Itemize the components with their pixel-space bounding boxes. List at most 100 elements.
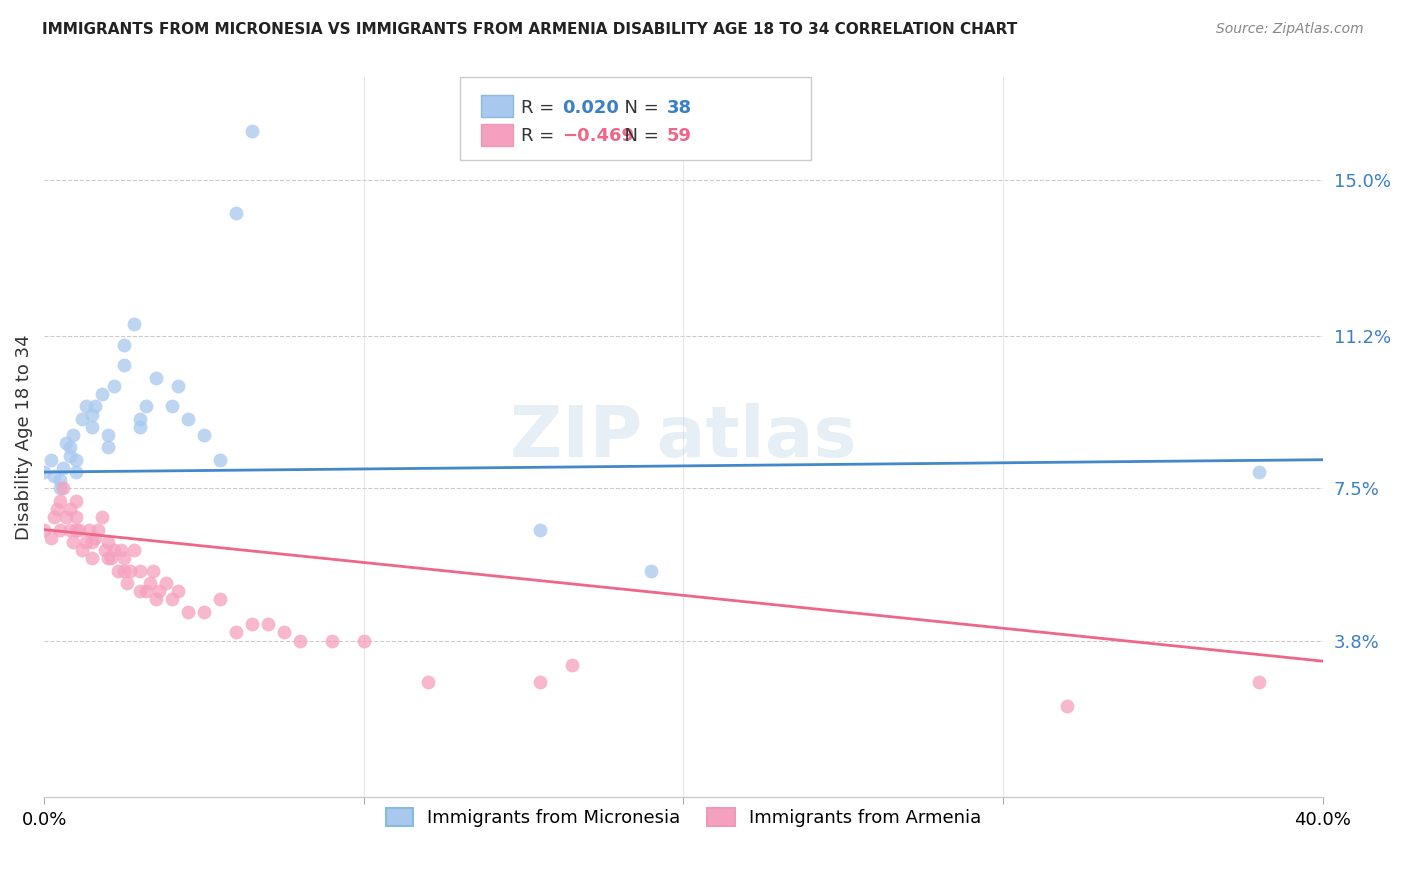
Y-axis label: Disability Age 18 to 34: Disability Age 18 to 34 (15, 334, 32, 540)
Point (138, 576, 160, 591)
Point (84, 399, 107, 413)
Point (94, 543, 117, 558)
FancyBboxPatch shape (460, 78, 811, 161)
Point (84, 531, 107, 545)
Point (148, 584, 170, 599)
Point (62, 428, 84, 442)
Point (122, 317, 145, 331)
Point (240, 124, 263, 138)
Point (112, 551, 135, 566)
Text: 0.020: 0.020 (562, 99, 619, 117)
Point (321, 633, 343, 648)
Text: ZIP atlas: ZIP atlas (510, 402, 856, 472)
FancyBboxPatch shape (481, 95, 513, 117)
Point (32, 523, 55, 537)
Legend: Immigrants from Micronesia, Immigrants from Armenia: Immigrants from Micronesia, Immigrants f… (378, 801, 988, 835)
Point (87, 523, 110, 537)
Point (42, 510, 65, 524)
Point (59, 502, 82, 516)
Point (145, 592, 167, 607)
Point (52, 482, 75, 496)
Point (112, 337, 135, 351)
Point (75, 399, 97, 413)
Point (529, 523, 551, 537)
Point (72, 543, 94, 558)
Text: R =: R = (522, 99, 560, 117)
Point (257, 617, 280, 632)
Point (135, 584, 157, 599)
FancyBboxPatch shape (481, 124, 513, 145)
Point (39, 531, 62, 545)
Point (167, 584, 190, 599)
Text: −0.469: −0.469 (562, 128, 634, 145)
Point (67, 523, 90, 537)
Point (97, 551, 120, 566)
Point (112, 564, 135, 578)
Point (80, 551, 103, 566)
Point (1247, 674, 1270, 689)
Point (65, 493, 87, 508)
Point (110, 543, 132, 558)
Point (640, 564, 662, 578)
Point (42, 469, 65, 483)
Point (49, 473, 72, 487)
Point (80, 420, 103, 434)
Point (65, 452, 87, 467)
Point (75, 535, 97, 549)
Point (49, 493, 72, 508)
Point (55, 436, 77, 450)
Point (32, 465, 55, 479)
Point (240, 617, 263, 632)
Point (129, 564, 152, 578)
Point (52, 461, 75, 475)
Point (129, 420, 152, 434)
Text: N =: N = (613, 128, 665, 145)
Point (49, 523, 72, 537)
Point (112, 358, 135, 372)
Point (103, 543, 125, 558)
Point (62, 535, 84, 549)
Point (155, 576, 177, 591)
Text: N =: N = (613, 99, 665, 117)
Point (80, 408, 103, 422)
Point (273, 625, 295, 640)
Point (45, 502, 67, 516)
Point (39, 452, 62, 467)
Point (1247, 465, 1270, 479)
Text: IMMIGRANTS FROM MICRONESIA VS IMMIGRANTS FROM ARMENIA DISABILITY AGE 18 TO 34 CO: IMMIGRANTS FROM MICRONESIA VS IMMIGRANTS… (42, 22, 1018, 37)
Point (167, 378, 190, 392)
Point (77, 523, 100, 537)
Point (65, 465, 87, 479)
Point (160, 399, 183, 413)
Point (97, 441, 120, 455)
Point (177, 411, 200, 425)
Point (288, 633, 311, 648)
Point (59, 449, 82, 463)
Point (115, 576, 138, 591)
Point (107, 564, 129, 578)
Point (193, 605, 215, 619)
Point (55, 510, 77, 524)
Point (208, 452, 231, 467)
Point (97, 428, 120, 442)
Point (80, 535, 103, 549)
Point (120, 564, 142, 578)
Point (97, 535, 120, 549)
Point (103, 378, 125, 392)
Text: 38: 38 (666, 99, 692, 117)
Point (561, 658, 583, 673)
Point (135, 399, 157, 413)
Point (529, 674, 551, 689)
Point (65, 510, 87, 524)
Point (145, 370, 167, 384)
Text: 59: 59 (666, 128, 692, 145)
Text: Source: ZipAtlas.com: Source: ZipAtlas.com (1216, 22, 1364, 37)
Text: R =: R = (522, 128, 560, 145)
Point (225, 206, 247, 220)
Point (129, 411, 152, 425)
Point (353, 633, 375, 648)
Point (90, 510, 112, 524)
Point (65, 523, 87, 537)
Point (100, 551, 122, 566)
Point (90, 387, 112, 401)
